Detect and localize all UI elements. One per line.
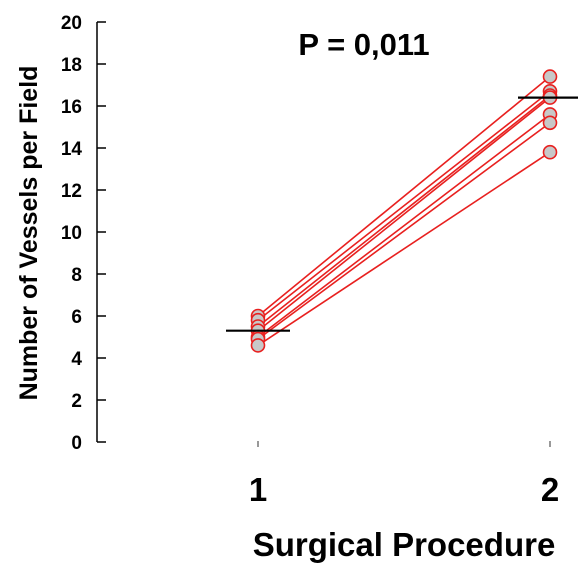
pair-line: [257, 75, 551, 317]
data-point: [250, 338, 266, 353]
paired-lines: [257, 75, 551, 347]
pair-line: [257, 122, 551, 340]
p-value-annotation: P = 0,011: [298, 27, 429, 62]
y-tick-label: 8: [71, 265, 82, 286]
y-tick-label: 0: [71, 433, 82, 454]
data-point: [542, 115, 558, 131]
pair-line: [257, 90, 551, 321]
y-tick-label: 2: [71, 391, 82, 412]
y-tick-label: 16: [61, 97, 82, 118]
pair-line: [257, 94, 551, 328]
pair-line: [257, 151, 551, 347]
y-tick-label: 14: [61, 139, 83, 160]
y-tick-label: 18: [61, 55, 82, 76]
pair-line: [257, 113, 551, 338]
data-points: [250, 69, 558, 353]
y-tick-label: 4: [71, 349, 82, 370]
data-point: [542, 69, 558, 84]
y-tick-label: 12: [61, 181, 82, 202]
x-axis-label: Surgical Procedure: [253, 526, 556, 563]
pair-line: [257, 96, 551, 332]
x-tick-label: 1: [249, 471, 267, 508]
y-tick-label: 10: [61, 223, 82, 244]
x-tick-label: 2: [541, 471, 559, 508]
y-axis: 0 2 4 6 8 10 12 14 16 18 20: [61, 13, 106, 454]
y-axis-label: Number of Vessels per Field: [15, 66, 43, 401]
y-tick-label: 20: [61, 13, 82, 34]
data-point: [542, 144, 558, 160]
y-tick-label: 6: [71, 307, 82, 328]
mean-lines: [226, 96, 578, 332]
